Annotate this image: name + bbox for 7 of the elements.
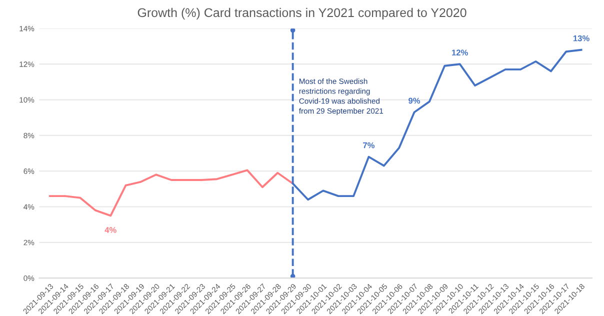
data-label: 13% (573, 35, 590, 42)
data-label: 9% (408, 98, 420, 104)
data-label: 4% (104, 227, 116, 233)
data-label: 7% (363, 142, 375, 148)
data-label: 12% (452, 50, 468, 56)
chart-title: Growth (%) Card transactions in Y2021 compared to Y2020 (138, 8, 466, 20)
line-series (48, 169, 294, 217)
